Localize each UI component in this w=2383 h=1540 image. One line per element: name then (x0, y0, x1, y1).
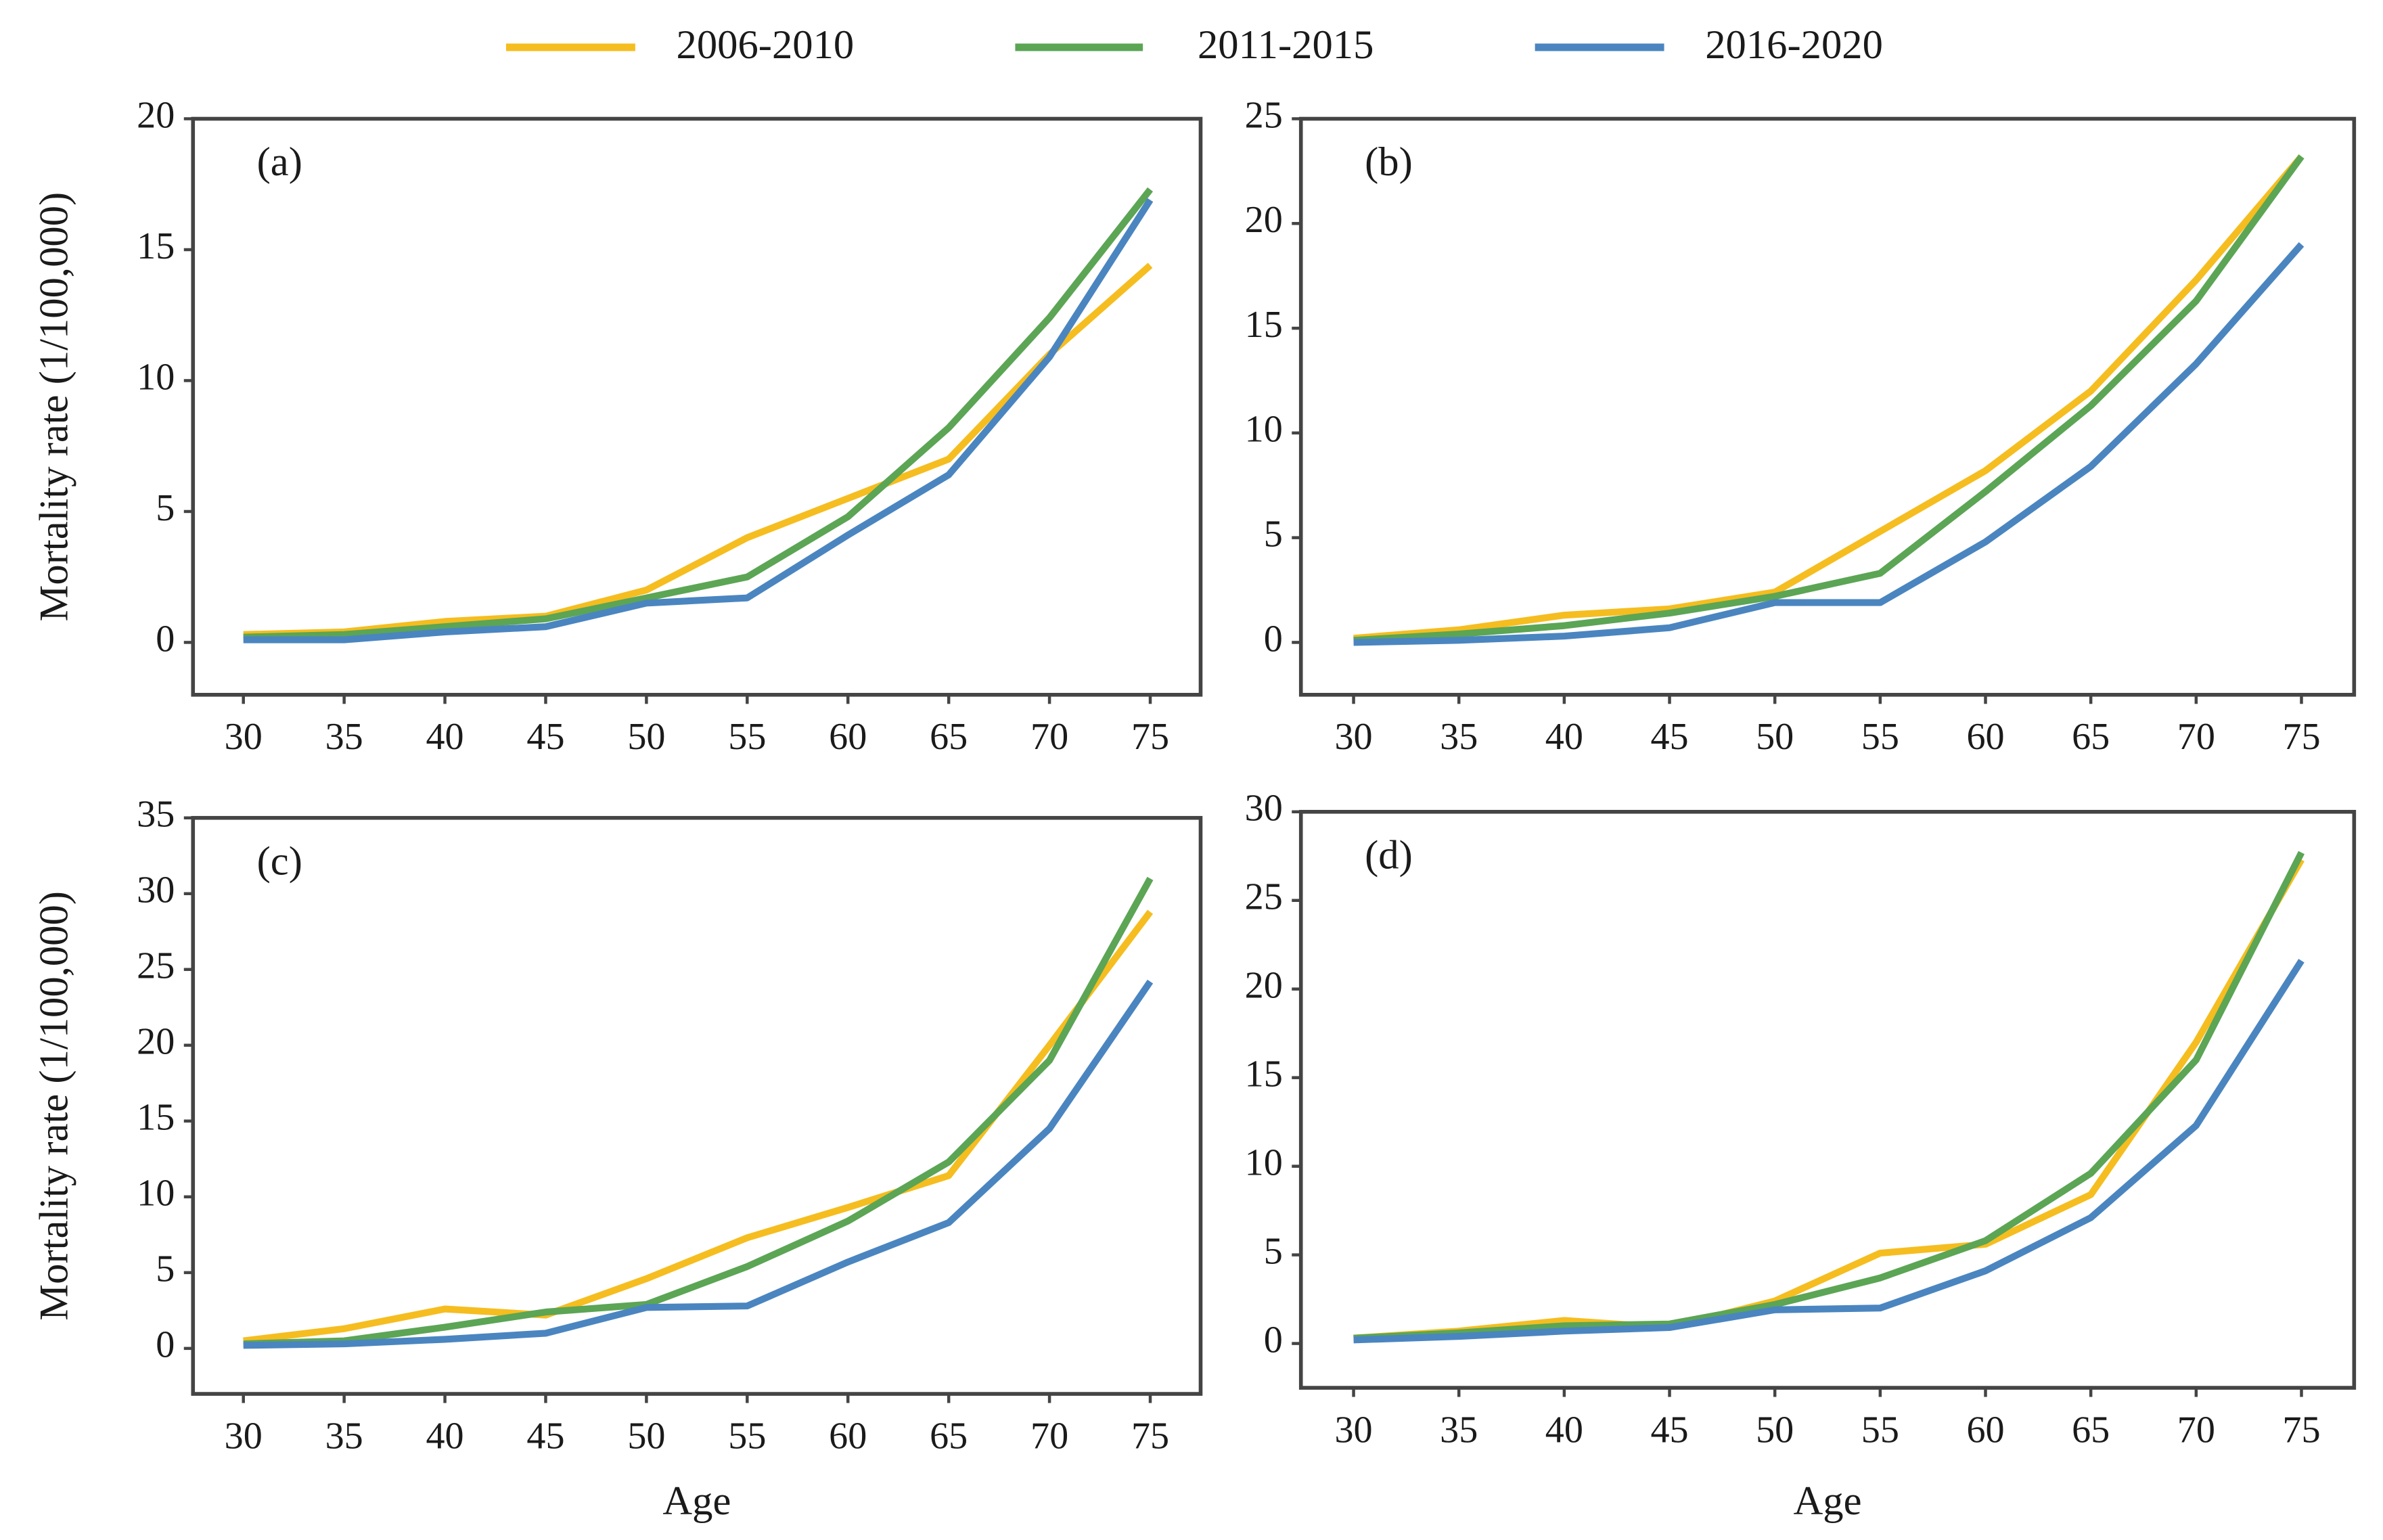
x-tick-label: 40 (1545, 716, 1583, 758)
y-tick-label: 5 (1264, 1231, 1283, 1273)
x-tick-label: 45 (1650, 716, 1688, 758)
x-tick-label: 70 (1030, 1415, 1068, 1457)
x-tick-label: 50 (1756, 1409, 1794, 1451)
y-tick-label: 25 (137, 945, 175, 987)
x-tick-label: 50 (1756, 716, 1794, 758)
x-axis-label: Age (1794, 1478, 1862, 1524)
x-tick-label: 35 (325, 1415, 363, 1457)
series-line (1353, 242, 2305, 646)
x-tick-label: 30 (225, 716, 263, 758)
x-tick-label: 55 (728, 1415, 766, 1457)
y-tick-label: 0 (156, 1324, 175, 1366)
panel-label: (b) (1365, 139, 1413, 185)
y-tick-label: 20 (137, 1021, 175, 1063)
x-tick-label: 70 (2177, 1409, 2215, 1451)
x-tick-label: 55 (728, 716, 766, 758)
x-tick-label: 35 (1440, 716, 1478, 758)
x-tick-label: 70 (2177, 716, 2215, 758)
x-tick-label: 70 (1030, 716, 1068, 758)
series-line (1353, 154, 2305, 642)
x-axis-label: Age (662, 1478, 731, 1524)
y-tick-label: 10 (137, 1173, 175, 1215)
plot-frame (1298, 809, 2357, 1390)
x-tick-label: 30 (225, 1415, 263, 1457)
series-line (1353, 154, 2305, 644)
y-tick-label: 5 (156, 487, 175, 529)
plot-frame (191, 815, 1203, 1396)
y-tick-label: 10 (1245, 1142, 1283, 1184)
series-line (243, 909, 1154, 1344)
y-tick-label: 0 (1264, 1319, 1283, 1361)
x-tick-label: 75 (2282, 1409, 2320, 1451)
y-tick-label: 35 (137, 794, 175, 836)
panel-label: (c) (257, 838, 302, 884)
y-tick-label: 25 (1245, 876, 1283, 918)
y-tick-label: 20 (137, 94, 175, 136)
x-tick-label: 55 (1861, 1409, 1899, 1451)
x-tick-label: 75 (1131, 716, 1169, 758)
x-tick-label: 50 (627, 1415, 665, 1457)
x-tick-label: 45 (1650, 1409, 1688, 1451)
y-tick-label: 20 (1245, 199, 1283, 241)
y-tick-label: 15 (137, 1097, 175, 1139)
series-line (1353, 959, 2305, 1344)
x-tick-label: 65 (2072, 716, 2110, 758)
y-axis-label: Mortality rate (1/100,000) (31, 192, 76, 622)
y-tick-label: 0 (156, 618, 175, 660)
y-tick-label: 10 (1245, 409, 1283, 451)
series-line (243, 187, 1153, 641)
x-tick-label: 45 (526, 716, 564, 758)
x-tick-label: 45 (526, 1415, 564, 1457)
x-tick-label: 65 (930, 1415, 968, 1457)
legend-label: 2016-2020 (1705, 22, 1883, 68)
y-tick-label: 15 (137, 225, 175, 267)
x-tick-label: 65 (2072, 1409, 2110, 1451)
y-tick-label: 20 (1245, 965, 1283, 1007)
y-tick-label: 25 (1245, 94, 1283, 136)
y-tick-label: 0 (1264, 618, 1283, 660)
y-tick-label: 5 (1264, 514, 1283, 556)
x-tick-label: 75 (1131, 1415, 1169, 1457)
series-line (243, 979, 1154, 1349)
series-line (1353, 851, 2305, 1342)
x-tick-label: 60 (829, 1415, 867, 1457)
series-line (243, 876, 1154, 1348)
x-tick-label: 65 (930, 716, 968, 758)
x-tick-label: 60 (1966, 716, 2004, 758)
legend-label: 2006-2010 (677, 22, 855, 68)
x-tick-label: 55 (1861, 716, 1899, 758)
x-tick-label: 60 (1966, 1409, 2004, 1451)
y-tick-label: 10 (137, 356, 175, 398)
y-tick-label: 30 (1245, 788, 1283, 830)
x-tick-label: 75 (2282, 716, 2320, 758)
y-tick-label: 15 (1245, 1054, 1283, 1095)
x-tick-label: 60 (829, 716, 867, 758)
x-tick-label: 30 (1334, 716, 1372, 758)
x-tick-label: 35 (325, 716, 363, 758)
x-tick-label: 30 (1334, 1409, 1372, 1451)
x-tick-label: 35 (1440, 1409, 1478, 1451)
x-tick-label: 40 (1545, 1409, 1583, 1451)
x-tick-label: 50 (627, 716, 665, 758)
plot-frame (1298, 116, 2357, 697)
panel-label: (a) (257, 139, 302, 185)
series-line (243, 263, 1153, 638)
legend-label: 2011-2015 (1198, 22, 1374, 68)
y-tick-label: 15 (1245, 304, 1283, 346)
plot-frame (191, 116, 1203, 697)
x-tick-label: 40 (426, 716, 463, 758)
y-tick-label: 30 (137, 869, 175, 911)
y-tick-label: 5 (156, 1248, 175, 1290)
y-axis-label: Mortality rate (1/100,000) (31, 891, 76, 1321)
x-tick-label: 40 (426, 1415, 463, 1457)
series-line (243, 198, 1154, 643)
panel-label: (d) (1365, 832, 1413, 878)
